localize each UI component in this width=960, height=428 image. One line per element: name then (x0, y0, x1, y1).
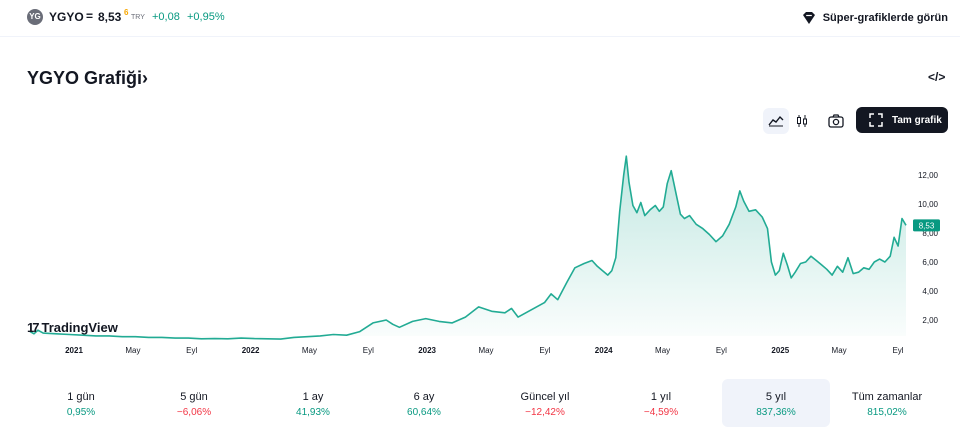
x-tick-label: Eyl (363, 346, 374, 355)
period-label: 1 gün (67, 391, 95, 403)
x-tick-label: Eyl (186, 346, 197, 355)
tradingview-logo-mark: 17 (27, 320, 40, 335)
period-button[interactable]: 1 yıl −4,59% (607, 379, 715, 427)
x-tick-label: Eyl (892, 346, 903, 355)
x-tick-label: May (302, 346, 317, 355)
period-performance-bar: 1 gün 0,95% 5 gün −6,06% 1 ay 41,93% 6 ay 60,64… (0, 378, 960, 428)
y-tick-label: 8,00 (922, 229, 938, 238)
equals-sign: = (86, 9, 94, 23)
currency-label: TRY (131, 14, 145, 21)
period-change-value: −6,06% (176, 407, 212, 418)
x-tick-label: May (655, 346, 670, 355)
y-tick-label: 12,00 (918, 171, 939, 180)
period-change-value: 815,02% (867, 407, 907, 418)
x-tick-label: Eyl (716, 346, 727, 355)
page-title-text: YGYO Grafiği (27, 68, 143, 88)
symbol-logo: YG (27, 9, 43, 25)
x-tick-label: 2021 (65, 346, 83, 355)
x-tick-label: Eyl (539, 346, 550, 355)
period-label: 5 yıl (765, 391, 787, 403)
period-change-value: −12,42% (525, 407, 565, 418)
x-tick-label: 2024 (595, 346, 613, 355)
price-chart[interactable]: 12,00 10,00 8,00 6,00 4,00 2,00 8,53 2021 May Ey… (0, 140, 960, 365)
area-chart-icon (768, 115, 784, 127)
y-tick-label: 4,00 (922, 287, 938, 296)
super-charts-label: Süper-grafiklerde görün (822, 12, 948, 24)
x-tick-label: 2023 (418, 346, 436, 355)
price-change-percent: +0,95% (187, 11, 225, 23)
period-change-value: 0,95% (66, 407, 96, 418)
symbol-ticker[interactable]: YGYO (49, 10, 84, 24)
x-tick-label: May (832, 346, 847, 355)
page-title[interactable]: YGYO Grafiği› (27, 68, 148, 89)
period-button[interactable]: 1 ay 41,93% (259, 379, 367, 427)
tradingview-logo-text: TradingView (41, 320, 118, 335)
embed-code-icon[interactable]: </> (928, 70, 946, 84)
full-chart-button[interactable]: Tam grafik (856, 107, 948, 133)
x-tick-label: 2022 (242, 346, 260, 355)
chevron-right-icon: › (142, 68, 149, 88)
tradingview-watermark: 17 TradingView (27, 320, 118, 335)
camera-icon (828, 114, 844, 128)
area-chart-button[interactable] (763, 108, 789, 134)
price-series-line (29, 155, 907, 340)
candles-button[interactable] (789, 108, 815, 134)
period-change-value: 41,93% (296, 407, 330, 418)
screenshot-button[interactable] (823, 108, 849, 134)
period-label: 5 gün (180, 391, 208, 403)
y-tick-label: 2,00 (922, 316, 938, 325)
x-tick-label: May (125, 346, 140, 355)
period-change-value: 60,64% (407, 407, 441, 418)
candles-icon (797, 115, 807, 127)
period-button[interactable]: 6 ay 60,64% (370, 379, 478, 427)
last-price: 8,53 (98, 10, 122, 24)
fullscreen-icon (869, 113, 883, 127)
y-tick-label: 10,00 (918, 200, 939, 209)
period-label: Tüm zamanlar (851, 391, 923, 403)
super-charts-link[interactable]: Süper-grafiklerde görün (802, 9, 948, 27)
diamond-icon (802, 12, 815, 24)
y-tick-label: 6,00 (922, 258, 938, 267)
period-button[interactable]: Tüm zamanlar 815,02% (833, 379, 941, 427)
x-tick-label: 2025 (771, 346, 789, 355)
period-button[interactable]: 1 gün 0,95% (27, 379, 135, 427)
x-tick-label: May (478, 346, 493, 355)
period-button[interactable]: 5 gün −6,06% (140, 379, 248, 427)
full-chart-label: Tam grafik (892, 114, 942, 126)
price-change: +0,08 (152, 11, 180, 23)
period-label: Güncel yıl (520, 391, 570, 403)
period-label: 1 ay (302, 391, 324, 403)
last-price-badge (913, 219, 940, 232)
last-price-superscript: 6 (124, 8, 129, 17)
price-area-fill (30, 156, 906, 340)
period-label: 1 yıl (650, 391, 672, 403)
period-label: 6 ay (413, 391, 435, 403)
last-price-badge-label: 8,53 (919, 221, 935, 230)
top-bar: YG YGYO = 8,53 6 TRY +0,08 +0,95% Süper-… (0, 0, 960, 37)
period-change-value: 837,36% (756, 407, 796, 418)
period-button[interactable]: 5 yıl 837,36% (722, 379, 830, 427)
period-button[interactable]: Güncel yıl −12,42% (491, 379, 599, 427)
period-change-value: −4,59% (643, 407, 679, 418)
